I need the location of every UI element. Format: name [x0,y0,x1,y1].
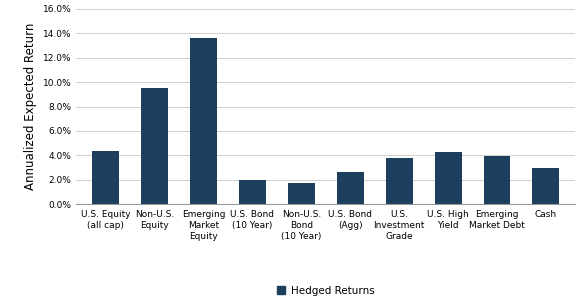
Bar [239,180,266,204]
Bar [288,183,315,204]
Bar [190,38,217,204]
Bar [386,158,413,204]
Bar [484,156,511,204]
Bar [92,151,119,204]
Bar [337,172,364,204]
Legend: Hedged Returns: Hedged Returns [273,282,379,300]
Y-axis label: Annualized Expected Return: Annualized Expected Return [24,23,37,190]
Bar [532,168,559,204]
Bar [434,152,461,204]
Bar [141,88,168,204]
